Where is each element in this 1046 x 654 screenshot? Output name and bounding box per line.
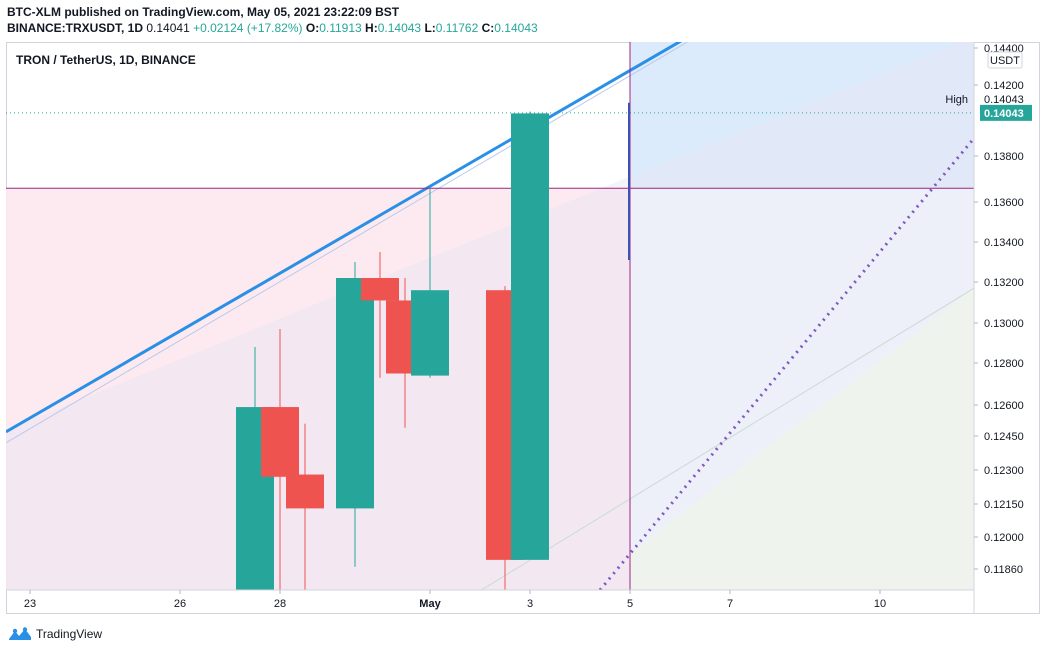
x-tick-label-7: 10	[874, 598, 886, 610]
x-tick-label-1: 26	[174, 598, 186, 610]
y-tick-label-2: 0.13800	[984, 151, 1024, 163]
chart-header: BTC-XLM published on TradingView.com, Ma…	[7, 4, 538, 36]
y-tick-label-1: 0.14200	[984, 80, 1024, 92]
y-tick-label-9: 0.12450	[984, 431, 1024, 443]
lower-channel-fill	[630, 288, 974, 590]
candle-body-2	[286, 474, 324, 509]
channel-upper-thin	[6, 42, 689, 444]
candle-body-3	[336, 278, 374, 509]
x-tick-label-3: May	[419, 598, 441, 610]
x-tick-label-2: 28	[274, 598, 286, 610]
y-tick-label-11: 0.12150	[984, 499, 1024, 511]
close-value: 0.14043	[494, 21, 538, 35]
high-value: 0.14043	[984, 94, 1024, 106]
publisher-line: BTC-XLM published on TradingView.com, Ma…	[7, 5, 400, 19]
trendline	[6, 42, 683, 434]
tradingview-logo-icon	[9, 627, 31, 640]
candle-body-1	[261, 407, 299, 477]
y-tick-label-3: 0.13600	[984, 197, 1024, 209]
target-zone	[630, 42, 974, 189]
candle-body-6	[411, 290, 449, 376]
high-label: High	[945, 94, 968, 106]
symbol-label: BINANCE:TRXUSDT, 1D	[7, 21, 144, 35]
open-label: O:	[305, 21, 320, 35]
candlestick-chart[interactable]: 0.144000.142000.138000.136000.134000.132…	[6, 42, 1040, 614]
last-price-tag-label: 0.14043	[984, 108, 1024, 120]
close-label: C:	[481, 21, 495, 35]
y-tick-label-10: 0.12300	[984, 465, 1024, 477]
x-tick-label-5: 5	[627, 598, 633, 610]
tradingview-brand: TradingView	[36, 627, 103, 641]
unit-box	[987, 51, 1023, 69]
y-tick-label-7: 0.12800	[984, 358, 1024, 370]
x-tick-label-4: 3	[527, 598, 533, 610]
last-price-tag	[980, 104, 1032, 121]
y-tick-label-6: 0.13000	[984, 318, 1024, 330]
low-value: 0.11762	[435, 21, 479, 35]
legend-title: TRON / TetherUS, 1D, BINANCE	[16, 53, 196, 67]
x-tick-label-6: 7	[727, 598, 733, 610]
high-label: H:	[365, 21, 378, 35]
plot-area	[6, 42, 974, 590]
y-tick-label-8: 0.12600	[984, 400, 1024, 412]
tradingview-logo[interactable]: TradingView	[8, 627, 102, 641]
y-tick-label-13: 0.11860	[984, 564, 1023, 576]
candle-body-8	[511, 113, 549, 560]
price-change: +0.02124 (+17.82%)	[193, 21, 303, 35]
y-tick-label-12: 0.12000	[984, 532, 1024, 544]
low-label: L:	[424, 21, 436, 35]
open-value: 0.11913	[319, 21, 362, 35]
high-value: 0.14043	[377, 21, 422, 35]
candle-body-4	[361, 278, 399, 301]
last-price: 0.14041	[146, 21, 190, 35]
y-tick-label-4: 0.13400	[984, 237, 1024, 249]
y-tick-label-5: 0.13200	[984, 277, 1024, 289]
unit-label: USDT	[990, 55, 1020, 67]
x-tick-label-0: 23	[24, 598, 36, 610]
